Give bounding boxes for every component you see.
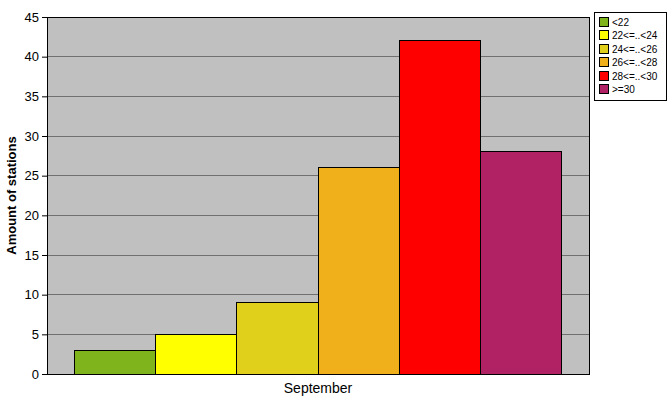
legend-label: <22 [612,17,629,28]
y-tick: 20 [25,208,47,223]
y-tick-label: 15 [25,248,39,263]
y-tick: 15 [25,248,47,263]
y-tick: 5 [32,327,47,342]
y-tick-label: 20 [25,208,39,223]
x-tick: September [284,374,353,396]
y-tick-mark [42,374,47,375]
grid [47,17,589,374]
y-tick-mark [42,17,47,18]
x-tick-label: September [284,380,353,396]
bar [318,168,399,374]
y-axis-line [42,18,48,375]
legend-label: 28<=..<30 [612,71,658,82]
y-tick: 35 [25,89,47,104]
y-tick-mark [42,96,47,97]
grid-line [47,56,589,57]
y-tick: 40 [25,49,47,64]
legend-swatch [599,85,608,94]
legend-swatch [599,58,608,67]
legend-label: 22<=..<24 [612,30,658,41]
legend-label: >=30 [612,84,635,95]
y-tick-label: 35 [25,89,39,104]
y-tick-label: 0 [32,367,39,382]
y-tick-label: 30 [25,129,39,144]
bar [237,303,318,374]
y-tick-mark [42,295,47,296]
y-tick: 0 [32,367,47,382]
legend-swatch [599,71,608,80]
bar [481,152,562,374]
legend-swatch [599,44,608,53]
bars [74,41,562,374]
bar [399,41,480,374]
legend-label: 26<=..<28 [612,57,658,68]
y-tick-label: 5 [32,327,39,342]
y-axis: 0 5 10 15 20 25 30 35 40 45 [25,10,48,382]
chart: 0 5 10 15 20 25 30 35 40 45 September Amount of sta… [0,0,667,415]
legend-swatch [599,31,608,40]
y-tick-mark [42,136,47,137]
y-tick-mark [42,57,47,58]
legend-box [594,12,666,100]
grid-line [47,136,589,137]
y-tick-mark [42,215,47,216]
legend-label: 24<=..<26 [612,44,658,55]
plot-background [47,17,589,374]
y-tick-label: 45 [25,10,39,25]
legend: <22 22<=..<24 24<=..<26 26<=..<28 28<=..<30 >… [594,12,666,100]
x-axis-line [48,374,590,375]
y-tick-label: 10 [25,287,39,302]
plot-frame [47,17,589,374]
y-tick: 45 [25,10,47,25]
y-tick-label: 40 [25,49,39,64]
grid-line [47,96,589,97]
legend-swatch [599,17,608,26]
bar [155,334,236,374]
y-tick: 10 [25,287,47,302]
y-tick-mark [42,176,47,177]
bar [74,350,155,374]
y-axis-title: Amount of stations [4,136,19,254]
y-tick-mark [42,334,47,335]
y-tick-mark [42,255,47,256]
y-tick-label: 25 [25,168,39,183]
y-tick: 25 [25,168,47,183]
x-axis: September [48,374,590,396]
y-tick: 30 [25,129,47,144]
